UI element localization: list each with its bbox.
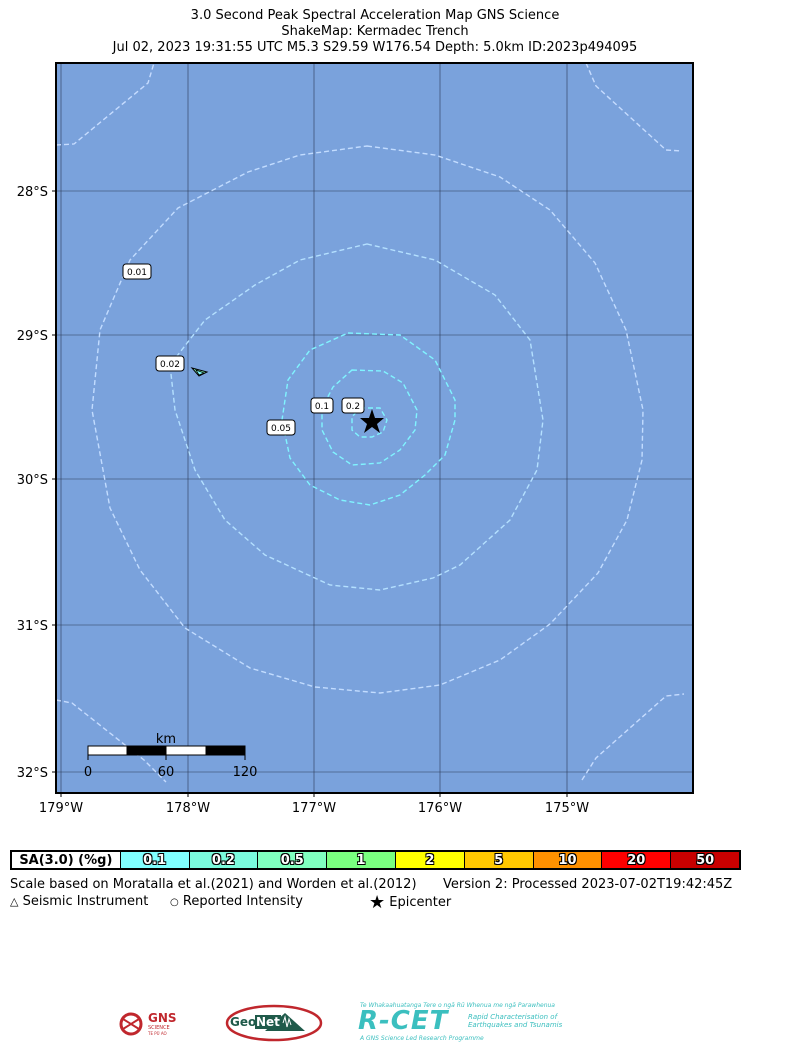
reported-intensity-legend: ○ Reported Intensity xyxy=(170,894,303,909)
rcet-maori-text: Te Whakaahuatanga Tere o ngā Rū Whenua m… xyxy=(360,1002,555,1009)
lat-label-31s: 31°S xyxy=(17,619,48,634)
scalebar-tick-60: 60 xyxy=(158,765,175,780)
scalebar: km 0 60 120 xyxy=(84,732,258,780)
triangle-icon: △ xyxy=(10,895,19,908)
contour-0.05 xyxy=(281,332,456,506)
legend-bin-0.2: 0.2 xyxy=(188,852,258,868)
contour-corner-tr xyxy=(585,62,683,152)
legend-bin-1: 1 xyxy=(326,852,395,868)
map-title-line3: Jul 02, 2023 19:31:55 UTC M5.3 S29.59 W1… xyxy=(112,40,638,55)
contour-label-0.2: 0.2 xyxy=(346,402,360,412)
shakemap: 0.01 0.02 0.05 0.1 0.2 km 0 60 120 xyxy=(17,62,694,816)
gns-maori-text: TE PŪ AO xyxy=(148,1031,167,1036)
contour-corner-tl xyxy=(55,62,155,146)
legend-bin-20: 20 xyxy=(601,852,671,868)
seismic-instrument-legend: △ Seismic Instrument xyxy=(10,894,148,909)
graticule xyxy=(56,63,693,793)
seismic-instrument-label: Seismic Instrument xyxy=(22,894,149,909)
scalebar-unit: km xyxy=(156,732,176,747)
version-note: Version 2: Processed 2023-07-02T19:42:45… xyxy=(443,877,733,892)
contour-label-0.02: 0.02 xyxy=(160,360,180,370)
gns-science-logo[interactable]: GNS SCIENCE TE PŪ AO xyxy=(118,1010,182,1038)
contour-label-box-0.2 xyxy=(341,397,365,414)
legend-bin-5: 5 xyxy=(463,852,533,868)
contour-label-box-0.05 xyxy=(266,419,296,436)
contour-label-0.05: 0.05 xyxy=(271,424,291,434)
contour-label-box-0.02 xyxy=(155,355,185,372)
geonet-geo-text: Geo xyxy=(230,1015,257,1029)
intensity-legend: SA(3.0) (%g) 0.1 0.2 0.5 1 2 5 10 20 50 xyxy=(10,850,741,870)
geonet-logo[interactable]: Geo Net xyxy=(225,1003,323,1043)
scale-note: Scale based on Moratalla et al.(2021) an… xyxy=(10,877,417,892)
lon-label-175w: 175°W xyxy=(545,801,589,816)
station-marker[interactable] xyxy=(190,367,209,377)
contour-label-box-0.1 xyxy=(310,397,334,414)
epicenter-star-icon[interactable] xyxy=(360,409,384,433)
contour-corner-bl xyxy=(55,699,167,783)
scalebar-tick-120: 120 xyxy=(233,765,258,780)
star-icon: ★ xyxy=(369,892,386,913)
rcet-side-line2: Earthquakes and Tsunamis xyxy=(468,1021,563,1029)
contour-0.2 xyxy=(351,407,388,438)
rcet-side-line1: Rapid Characterisation of xyxy=(468,1013,558,1021)
map-title-line1: 3.0 Second Peak Spectral Acceleration Ma… xyxy=(190,8,560,23)
legend-bin-50: 50 xyxy=(670,852,740,868)
lon-label-179w: 179°W xyxy=(39,801,83,816)
legend-bin-2: 2 xyxy=(394,852,464,868)
contour-label-0.01: 0.01 xyxy=(127,268,147,278)
scalebar-tick-0: 0 xyxy=(84,765,92,780)
gns-subtext: SCIENCE xyxy=(148,1025,170,1031)
reported-intensity-label: Reported Intensity xyxy=(182,894,303,909)
epicenter-label: Epicenter xyxy=(389,895,452,910)
lon-label-177w: 177°W xyxy=(292,801,336,816)
geonet-net-text: Net xyxy=(255,1015,281,1029)
legend-bin-0.5: 0.5 xyxy=(257,852,327,868)
lat-label-32s: 32°S xyxy=(17,766,48,781)
contour-0.02 xyxy=(169,243,544,591)
lon-label-178w: 178°W xyxy=(166,801,210,816)
epicenter-legend: ★ Epicenter xyxy=(369,892,451,913)
contour-corner-br xyxy=(581,693,685,781)
contour-label-0.1: 0.1 xyxy=(315,402,329,412)
legend-bin-0.1: 0.1 xyxy=(119,852,189,868)
lat-label-28s: 28°S xyxy=(17,185,48,200)
lon-label-176w: 176°W xyxy=(418,801,462,816)
gns-emblem-icon xyxy=(119,1012,143,1036)
rcet-logo[interactable]: Te Whakaahuatanga Tere o ngā Rū Whenua m… xyxy=(358,1002,580,1044)
gns-text: GNS xyxy=(148,1011,177,1025)
lat-label-30s: 30°S xyxy=(17,473,48,488)
legend-label: SA(3.0) (%g) xyxy=(12,852,120,868)
circle-icon: ○ xyxy=(170,897,179,908)
lat-label-29s: 29°S xyxy=(17,329,48,344)
rcet-title: R-CET xyxy=(358,1006,449,1036)
contour-label-box-0.01 xyxy=(122,263,152,280)
legend-bin-10: 10 xyxy=(532,852,602,868)
map-title-line2: ShakeMap: Kermadec Trench xyxy=(281,24,469,39)
rcet-bottom-text: A GNS Science Led Research Programme xyxy=(360,1035,484,1042)
map-frame xyxy=(55,62,694,794)
